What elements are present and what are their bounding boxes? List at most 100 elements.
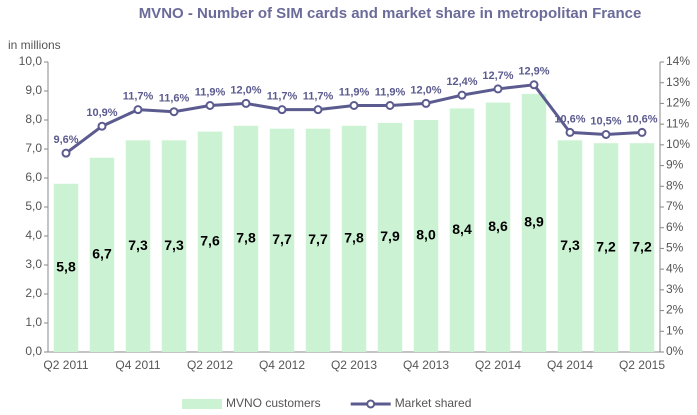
x-tick-label: Q4 2011 <box>115 358 160 372</box>
line-value-label: 9,6% <box>53 134 78 146</box>
bar-value-label: 8,4 <box>452 221 472 237</box>
x-tick-label: Q2 2011 <box>43 358 88 372</box>
bar <box>341 125 367 352</box>
bar-value-label: 7,9 <box>380 228 400 244</box>
line-marker <box>565 127 575 137</box>
bar <box>125 140 151 352</box>
x-tick-label: Q2 2013 <box>331 358 377 372</box>
line-marker <box>313 105 323 115</box>
y2-tick-label: 12% <box>666 96 690 110</box>
bar <box>593 143 619 352</box>
x-tick-label: Q2 2015 <box>619 358 665 372</box>
line-marker <box>169 107 179 117</box>
x-tick-label: Q4 2014 <box>547 358 593 372</box>
line-marker <box>529 80 539 90</box>
bar-value-label: 7,3 <box>560 237 580 253</box>
bar <box>53 183 79 352</box>
bar-value-label: 8,6 <box>488 218 508 234</box>
y2-tick-label: 5% <box>666 241 684 255</box>
y2-tick-label: 0% <box>666 344 684 358</box>
y2-tick-label: 9% <box>666 158 684 172</box>
y2-tick-label: 4% <box>666 261 684 275</box>
bar <box>161 140 187 352</box>
bar-value-label: 5,8 <box>56 259 76 275</box>
y2-tick-label: 2% <box>666 303 684 317</box>
line-value-label: 11,6% <box>159 93 190 105</box>
y-tick-label: 2,0 <box>25 286 42 300</box>
y-tick-label: 6,0 <box>25 170 42 184</box>
line-value-label: 11,7% <box>303 91 334 103</box>
legend-marker <box>366 399 376 409</box>
x-tick-label: Q2 2014 <box>475 358 521 372</box>
y-tick-label: 3,0 <box>25 257 42 271</box>
legend-label: MVNO customers <box>226 396 321 410</box>
line-marker <box>97 121 107 131</box>
bar <box>377 122 403 353</box>
line-value-label: 10,5% <box>590 115 621 127</box>
line-value-label: 12,4% <box>446 76 477 88</box>
bar <box>197 131 223 352</box>
y2-tick-label: 13% <box>666 75 690 89</box>
bar <box>305 128 331 352</box>
x-tick-label: Q2 2012 <box>187 358 233 372</box>
bar <box>413 120 439 352</box>
line-value-label: 12,0% <box>230 84 261 96</box>
y2-tick-label: 7% <box>666 199 684 213</box>
line-marker <box>133 105 143 115</box>
bar-value-label: 7,2 <box>596 238 616 254</box>
line-value-label: 12,7% <box>482 70 513 82</box>
legend-label: Market shared <box>395 396 472 410</box>
y-tick-label: 1,0 <box>25 315 42 329</box>
line-marker <box>421 98 431 108</box>
bar <box>233 125 259 352</box>
y-tick-label: 9,0 <box>25 83 42 97</box>
line-marker <box>349 101 359 110</box>
line-marker <box>241 98 251 108</box>
y-tick-label: 10,0 <box>19 54 43 68</box>
bar <box>629 143 655 352</box>
y2-tick-label: 6% <box>666 220 684 234</box>
y2-tick-label: 11% <box>666 116 689 130</box>
line-value-label: 10,6% <box>554 113 585 125</box>
bar-value-label: 7,3 <box>128 237 148 253</box>
line-marker <box>385 101 395 110</box>
bar <box>89 157 115 352</box>
y-tick-label: 7,0 <box>25 141 42 155</box>
bar-value-label: 7,8 <box>344 230 364 246</box>
x-tick-label: Q4 2013 <box>403 358 449 372</box>
chart-title: MVNO - Number of SIM cards and market sh… <box>138 5 642 22</box>
line-value-label: 12,9% <box>518 66 549 78</box>
line-marker <box>637 127 647 137</box>
y-axis-label: in millions <box>8 38 61 52</box>
line-marker <box>277 105 287 115</box>
line-value-label: 11,7% <box>123 91 154 103</box>
y-tick-label: 8,0 <box>25 112 42 126</box>
line-marker <box>457 90 467 100</box>
bar <box>521 93 547 353</box>
line-marker <box>493 84 503 94</box>
bar-value-label: 7,6 <box>200 233 220 249</box>
x-tick-label: Q4 2012 <box>259 358 305 372</box>
legend-swatch <box>182 399 222 409</box>
line-value-label: 10,6% <box>626 113 657 125</box>
bar <box>449 108 475 353</box>
line-value-label: 11,9% <box>195 86 226 98</box>
y2-tick-label: 14% <box>666 54 690 68</box>
line-value-label: 10,9% <box>86 107 117 119</box>
bar-value-label: 7,2 <box>632 238 652 254</box>
bar-value-label: 6,7 <box>92 246 112 262</box>
bar-value-label: 7,7 <box>308 231 328 247</box>
bar-value-label: 7,3 <box>164 237 184 253</box>
line-marker <box>61 148 71 158</box>
y2-tick-label: 10% <box>666 137 690 151</box>
y-tick-label: 5,0 <box>25 199 42 213</box>
y2-tick-label: 1% <box>666 323 684 337</box>
y-tick-label: 4,0 <box>25 228 42 242</box>
line-marker <box>601 130 611 139</box>
line-value-label: 11,9% <box>375 86 406 98</box>
line-value-label: 12,0% <box>410 84 441 96</box>
y2-tick-label: 8% <box>666 178 684 192</box>
bar-value-label: 7,8 <box>236 230 256 246</box>
